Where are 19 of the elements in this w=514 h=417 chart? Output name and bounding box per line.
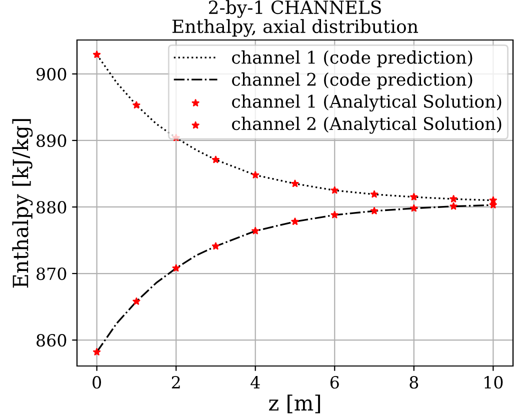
chart-subtitle: Enthalpy, axial distribution: [172, 19, 418, 37]
y-axis-title: Enthalpy [kJ/kg]: [12, 119, 33, 288]
legend-label: channel 1 (Analytical Solution): [232, 94, 502, 112]
x-tick-label: 2: [172, 376, 180, 388]
x-tick-label: 8: [410, 376, 418, 389]
y-tick-label: 890: [36, 134, 66, 148]
legend-label: channel 2 (Analytical Solution): [232, 116, 502, 134]
legend-label: channel 2 (code prediction): [232, 72, 472, 90]
x-tick-label: 4: [250, 376, 260, 388]
y-tick-label: 880: [36, 200, 66, 214]
x-tick-label: 10: [484, 376, 503, 389]
y-tick-label: 860: [36, 334, 66, 347]
legend-label: channel 1 (code prediction): [232, 50, 472, 68]
chart-title: 2-by-1 CHANNELS: [209, 0, 381, 18]
x-axis-title: z [m]: [269, 394, 320, 414]
y-tick-label: 870: [36, 267, 66, 280]
y-tick-label: 900: [36, 68, 66, 80]
x-tick-label: 6: [330, 376, 339, 389]
x-tick-label: 0: [92, 376, 102, 389]
